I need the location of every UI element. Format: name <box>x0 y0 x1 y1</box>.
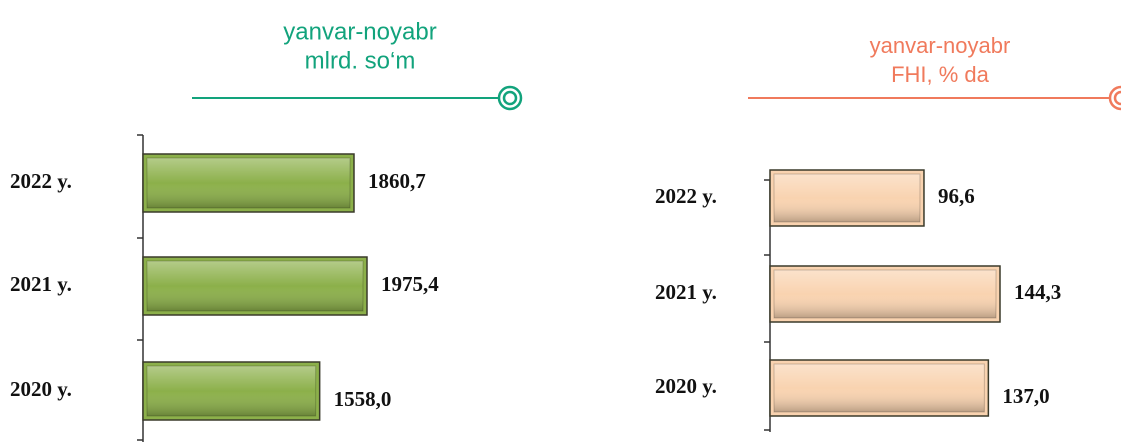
chart-title: yanvar-noyabr <box>870 33 1011 58</box>
bar-shade <box>773 363 985 413</box>
category-label: 2021 y. <box>655 280 717 304</box>
category-label: 2021 y. <box>10 272 72 296</box>
chart-subtitle: mlrd. so‘m <box>305 47 416 74</box>
bar-shade <box>146 260 364 312</box>
value-label: 144,3 <box>1014 280 1061 304</box>
value-label: 1975,4 <box>381 272 439 296</box>
category-label: 2020 y. <box>10 377 72 401</box>
rule-ring <box>497 85 523 111</box>
rule-ring-inner <box>1113 90 1121 106</box>
rule-ring-inner <box>502 90 518 106</box>
category-label: 2020 y. <box>655 374 717 398</box>
chart-subtitle: FHI, % da <box>891 62 990 87</box>
value-label: 1860,7 <box>368 169 426 193</box>
value-label: 96,6 <box>938 184 975 208</box>
category-label: 2022 y. <box>655 184 717 208</box>
value-label: 137,0 <box>1002 384 1049 408</box>
bar-shade <box>146 157 351 209</box>
bar-shade <box>146 365 317 417</box>
category-label: 2022 y. <box>10 169 72 193</box>
value-label: 1558,0 <box>334 387 392 411</box>
chart-title: yanvar-noyabr <box>283 18 436 45</box>
bar-shade <box>773 269 997 319</box>
bar-shade <box>773 173 921 223</box>
